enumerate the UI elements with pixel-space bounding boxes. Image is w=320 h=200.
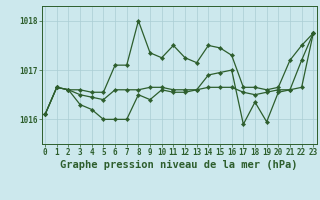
X-axis label: Graphe pression niveau de la mer (hPa): Graphe pression niveau de la mer (hPa) (60, 160, 298, 170)
